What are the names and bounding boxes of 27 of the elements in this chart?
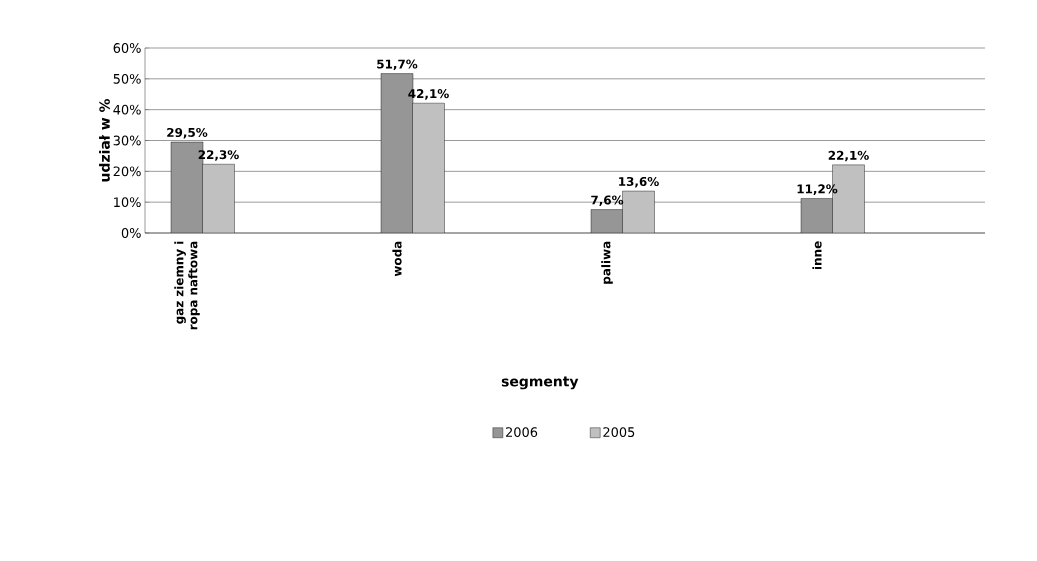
data-label: 51,7%	[377, 59, 418, 71]
y-tick-label: 20%	[113, 166, 141, 177]
x-tick-label: gaz ziemny i ropa naftowa	[174, 241, 200, 330]
data-label: 22,1%	[828, 150, 869, 162]
bar	[202, 164, 235, 233]
bar	[800, 198, 834, 233]
data-label: 7,6%	[591, 195, 624, 207]
bar	[622, 190, 655, 233]
x-tick-label: woda	[392, 241, 402, 277]
x-axis-title: segmenty	[501, 376, 579, 390]
y-tick-label: 10%	[114, 197, 141, 208]
y-tick-label: 0%	[121, 228, 141, 238]
x-tick-label: inne	[812, 241, 822, 269]
y-tick-label: 40%	[113, 104, 141, 115]
data-label: 11,2%	[797, 184, 838, 195]
data-label: 13,6%	[619, 176, 659, 188]
legend-label: 2006	[506, 427, 538, 437]
bar	[412, 103, 445, 233]
y-tick-label: 30%	[113, 135, 141, 146]
y-tick-label: 60%	[113, 43, 141, 53]
data-label: 42,1%	[408, 89, 449, 100]
data-label: 22,3%	[198, 150, 239, 161]
legend-label: 2005	[603, 427, 635, 437]
data-label: 29,5%	[167, 127, 208, 139]
y-tick-label: 50%	[113, 73, 141, 84]
y-axis-title: udział w %	[99, 98, 110, 182]
x-tick-label: paliwa	[601, 241, 613, 284]
